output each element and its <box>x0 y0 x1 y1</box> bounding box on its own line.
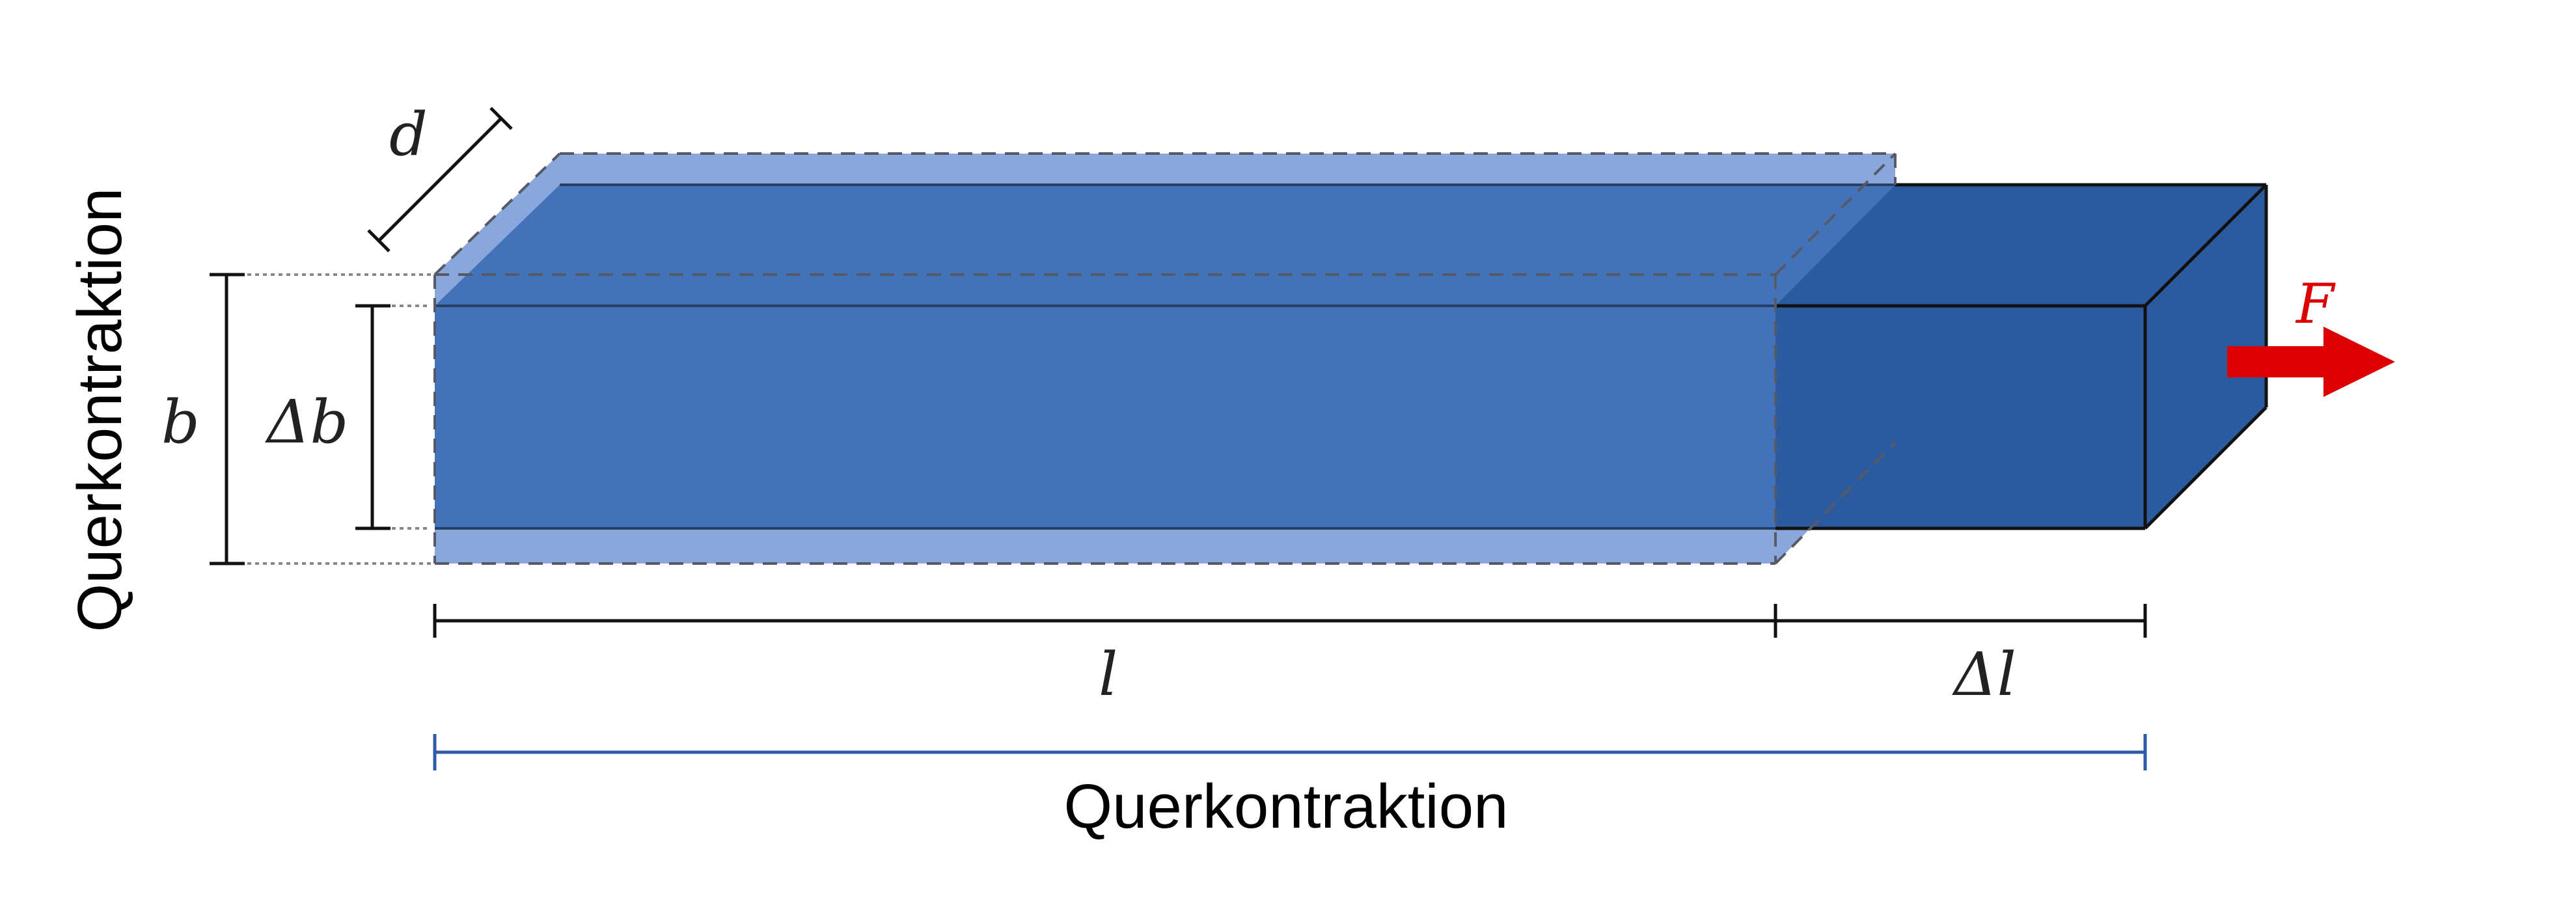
width-change-dimension <box>355 304 391 530</box>
depth-label: d <box>389 100 428 169</box>
width-label: b <box>161 387 200 457</box>
total-length-dimension <box>433 734 2147 770</box>
depth-dimension <box>367 107 513 252</box>
stretched-bar-overlap-front-face <box>435 306 1775 528</box>
caption-left: Querkontraktion <box>65 187 135 632</box>
force-arrow <box>2227 327 2395 397</box>
length-dimension <box>433 604 2147 638</box>
width-change-extension-lines <box>392 305 431 530</box>
width-change-label: Δb <box>265 387 348 457</box>
width-dimension <box>210 273 245 565</box>
length-change-label: Δl <box>1952 640 2016 709</box>
stretched-bar-extension-front-face <box>1775 306 2145 528</box>
length-label: l <box>1099 640 1117 709</box>
caption-bottom: Querkontraktion <box>1063 772 1508 841</box>
stretched-bar-edges <box>435 183 2268 530</box>
stretched-bar-end-face <box>2145 185 2266 528</box>
stretched-bar-extension-top-face <box>1775 185 2266 306</box>
original-bar-dashed-outline <box>433 152 1897 565</box>
stretched-bar <box>435 185 2266 528</box>
force-label: F <box>2295 272 2336 336</box>
